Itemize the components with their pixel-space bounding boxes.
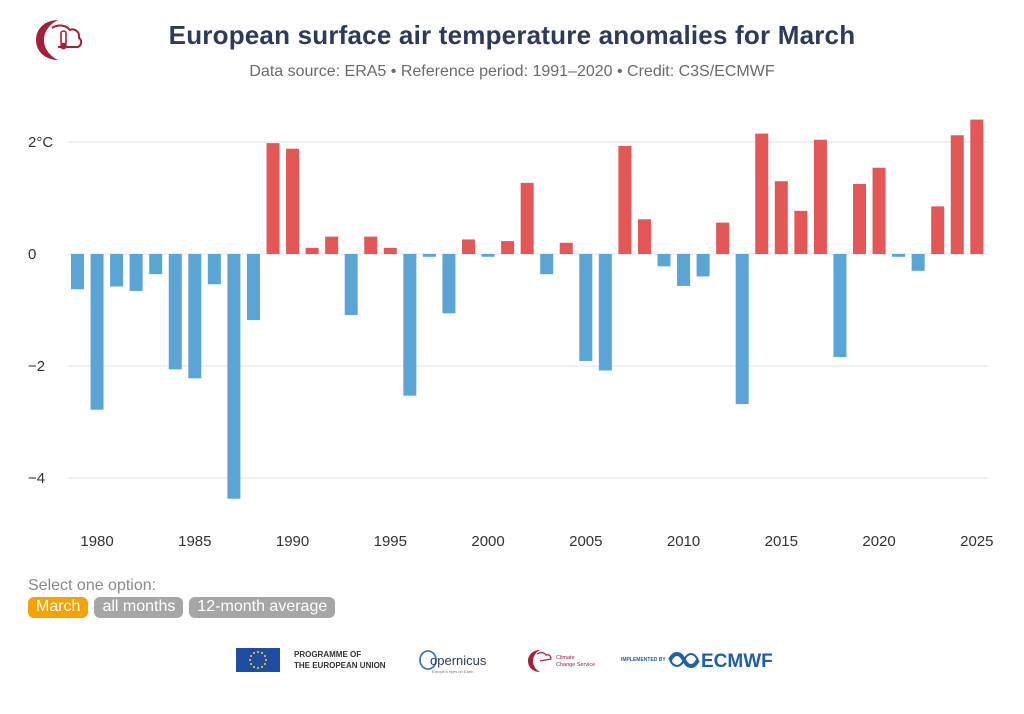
x-tick-label: 1990 — [276, 533, 309, 550]
bar-2024 — [950, 135, 964, 254]
copernicus-tagline: Europe's eyes on Earth — [432, 669, 473, 674]
bar-1991 — [305, 247, 319, 254]
x-tick-label: 2025 — [960, 533, 993, 550]
x-tick-label: 2005 — [569, 533, 602, 550]
bar-1997 — [422, 254, 436, 257]
c3s-small-logo-icon: Climate Change Service — [528, 650, 595, 672]
bar-1979 — [71, 254, 84, 290]
bar-1999 — [462, 239, 475, 254]
bar-1995 — [383, 247, 397, 254]
bar-2020 — [872, 167, 886, 254]
bar-1993 — [344, 254, 358, 316]
bar-1994 — [364, 236, 378, 254]
bar-1998 — [442, 254, 456, 314]
bar-1992 — [325, 236, 339, 254]
bar-2000 — [481, 254, 495, 257]
partner-logos: PROGRAMME OF THE EUROPEAN UNION opernicu… — [0, 640, 1024, 680]
bar-2010 — [677, 254, 691, 286]
x-tick-label: 2010 — [667, 533, 700, 550]
eu-programme-text: PROGRAMME OF THE EUROPEAN UNION — [294, 649, 386, 671]
bar-1984 — [168, 254, 182, 370]
c3s-line2: Change Service — [556, 662, 595, 668]
bar-2022 — [911, 254, 925, 271]
x-tick-label: 1995 — [374, 533, 407, 550]
y-tick-label: 2°C — [28, 134, 53, 151]
bar-2019 — [853, 184, 866, 254]
bar-2018 — [833, 254, 847, 358]
ecmwf-wordmark: ECMWF — [701, 651, 773, 672]
option-12-month-average-button[interactable]: 12-month average — [189, 597, 336, 618]
bar-2006 — [598, 254, 612, 371]
bar-2012 — [716, 222, 730, 254]
bar-2013 — [735, 254, 749, 405]
bar-1982 — [129, 254, 143, 291]
bar-2003 — [540, 254, 554, 275]
copernicus-logo-icon: opernicus Europe's eyes on Earth — [419, 650, 487, 674]
y-tick-label: 0 — [28, 246, 36, 263]
y-tick-label: −4 — [28, 470, 45, 487]
select-label: Select one option: — [28, 577, 157, 594]
x-tick-label: 2015 — [765, 533, 798, 550]
bar-2007 — [618, 145, 632, 254]
y-tick-label: −2 — [28, 358, 45, 375]
bar-2009 — [657, 254, 671, 267]
c3s-logo-icon — [36, 20, 83, 60]
bar-2021 — [892, 254, 906, 257]
bar-1985 — [188, 254, 202, 379]
bar-2008 — [637, 219, 651, 254]
x-tick-label: 2020 — [862, 533, 895, 550]
bar-1987 — [227, 254, 241, 499]
ecmwf-logo-icon: ECMWF — [668, 651, 773, 672]
chart-subtitle: Data source: ERA5 • Reference period: 19… — [249, 63, 775, 80]
bar-1980 — [90, 254, 104, 410]
eu-text-line2: THE EUROPEAN UNION — [294, 661, 386, 670]
bar-1988 — [246, 254, 260, 321]
bar-1996 — [403, 254, 417, 396]
bar-2016 — [794, 210, 808, 254]
c3s-line1: Climate — [556, 655, 575, 661]
bar-2015 — [774, 181, 788, 254]
bar-1981 — [110, 254, 124, 287]
bar-2002 — [520, 182, 534, 254]
bar-1989 — [266, 143, 280, 254]
bar-2011 — [696, 254, 710, 277]
bar-2017 — [813, 139, 827, 254]
bar-2014 — [755, 133, 769, 254]
x-tick-label: 1985 — [178, 533, 211, 550]
eu-text-line1: PROGRAMME OF — [294, 650, 362, 659]
x-tick-label: 1980 — [80, 533, 113, 550]
bar-1990 — [286, 148, 300, 254]
copernicus-wordmark: opernicus — [430, 653, 487, 668]
bar-1983 — [149, 254, 163, 275]
bar-chart: 2°C 0 −2 −4 1980 1985 1990 1995 2000 2005 2010 2015… — [28, 119, 993, 550]
bar-2005 — [579, 254, 593, 361]
option-all-months-button[interactable]: all months — [94, 597, 184, 618]
x-tick-label: 2000 — [471, 533, 504, 550]
option-march-button[interactable]: March — [28, 597, 89, 618]
bar-1986 — [207, 254, 221, 285]
bar-2025 — [970, 119, 984, 254]
bar-2023 — [931, 206, 945, 254]
eu-flag-icon — [236, 648, 280, 672]
chart-title: European surface air temperature anomali… — [168, 20, 856, 50]
bar-2004 — [559, 242, 573, 254]
option-selector: Select one option: March all months 12-m… — [28, 577, 336, 618]
bar-2001 — [501, 241, 515, 254]
implemented-by-text: IMPLEMENTED BY — [621, 657, 666, 663]
